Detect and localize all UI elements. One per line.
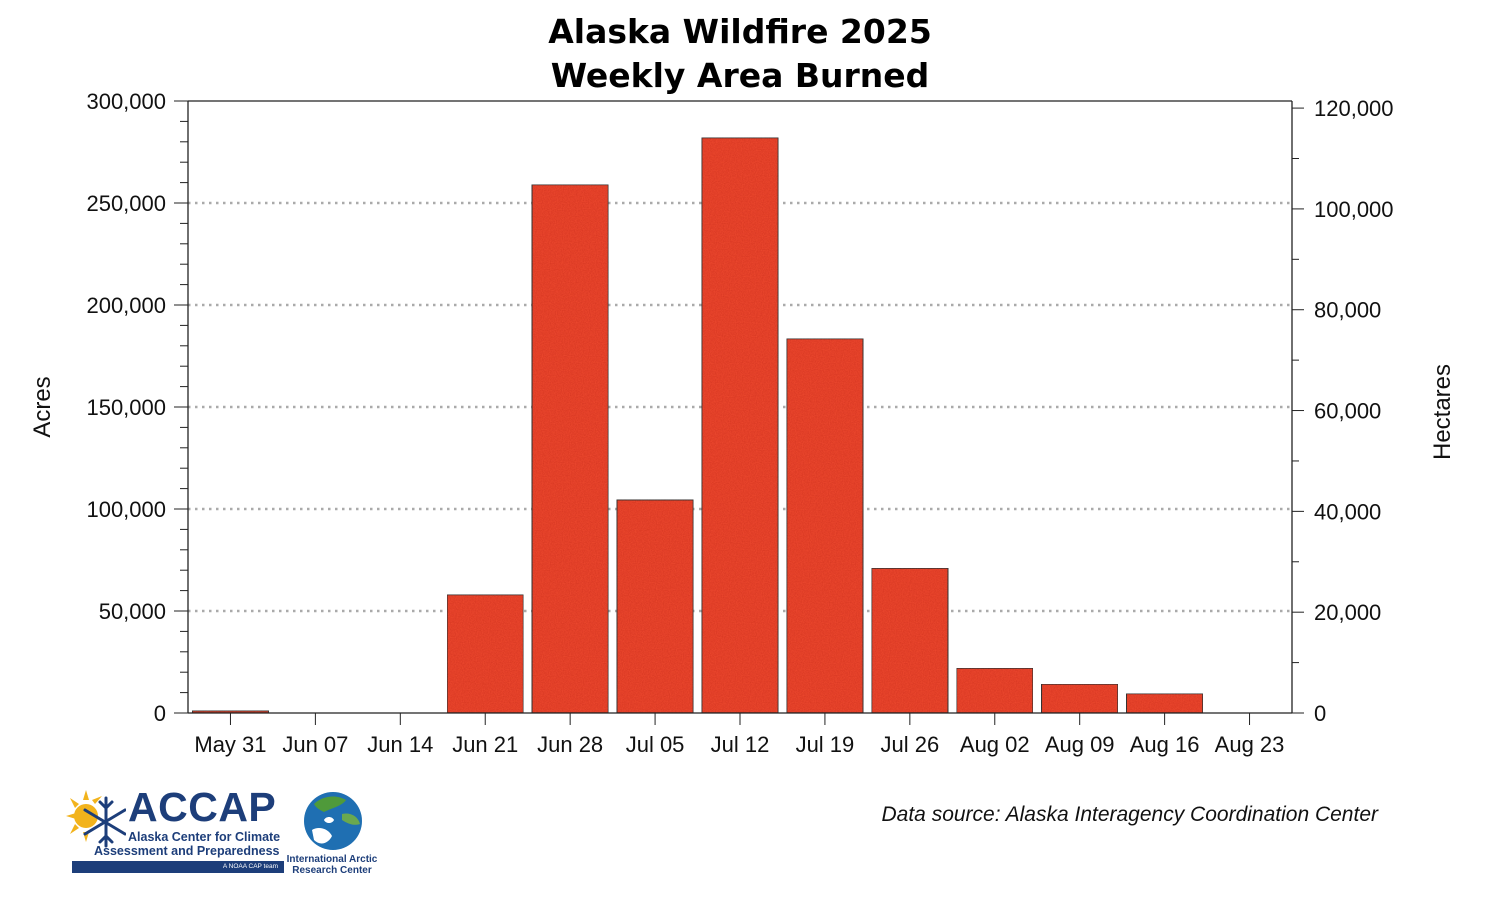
bar xyxy=(616,499,694,714)
y-tick-label-right: 20,000 xyxy=(1314,600,1381,625)
chart-subtitle: Weekly Area Burned xyxy=(550,56,930,95)
accap-logo-line2: Assessment and Preparedness xyxy=(94,844,280,858)
accap-logo: ACCAP Alaska Center for Climate Assessme… xyxy=(62,784,288,876)
bar xyxy=(1125,693,1204,714)
sun-snowflake-icon xyxy=(66,790,126,848)
x-tick-label: Jun 28 xyxy=(537,732,603,757)
x-tick-label: Aug 02 xyxy=(960,732,1030,757)
bars xyxy=(191,137,1289,714)
x-tick-label: Jul 26 xyxy=(880,732,939,757)
chart-title: Alaska Wildfire 2025 xyxy=(548,12,932,51)
axes: 0 50,000 100,000 150,000 200,000 250,000 300,0… xyxy=(86,89,1393,757)
x-tick-label: Jul 12 xyxy=(711,732,770,757)
y-tick-label-left: 100,000 xyxy=(86,497,166,522)
y-axis-title-left: Acres xyxy=(29,376,56,437)
iarc-logo: International Arctic Research Center xyxy=(284,790,384,880)
accap-logo-bar: A NOAA CAP team xyxy=(72,861,284,873)
accap-logo-line1: Alaska Center for Climate xyxy=(128,830,281,844)
y-tick-label-right: 80,000 xyxy=(1314,298,1381,323)
bar xyxy=(701,137,779,714)
y-tick-label-right: 60,000 xyxy=(1314,399,1381,424)
x-tick-label: Aug 09 xyxy=(1045,732,1115,757)
y-tick-label-left: 250,000 xyxy=(86,191,166,216)
accap-logo-tagline: A NOAA CAP team xyxy=(222,863,278,870)
bar xyxy=(786,338,864,714)
data-source-note: Data source: Alaska Interagency Coordina… xyxy=(881,803,1379,826)
bar xyxy=(446,594,525,714)
bar xyxy=(955,667,1034,714)
y-tick-label-right: 120,000 xyxy=(1314,96,1394,121)
y-tick-label-left: 0 xyxy=(154,701,166,726)
bar xyxy=(1040,683,1119,714)
x-tick-label: Jun 21 xyxy=(452,732,518,757)
x-tick-label: Aug 16 xyxy=(1130,732,1200,757)
bar xyxy=(531,184,609,714)
y-tick-label-left: 150,000 xyxy=(86,395,166,420)
x-tick-label: Jul 05 xyxy=(626,732,685,757)
y-tick-label-right: 100,000 xyxy=(1314,197,1394,222)
globe-icon xyxy=(304,792,362,850)
bar xyxy=(871,567,949,714)
gridlines xyxy=(188,201,1292,613)
x-tick-label: Jul 19 xyxy=(796,732,855,757)
y-tick-label-left: 50,000 xyxy=(99,599,166,624)
x-tick-label: Aug 23 xyxy=(1215,732,1285,757)
iarc-logo-text: International Arctic Research Center xyxy=(286,854,378,876)
y-tick-label-right: 0 xyxy=(1314,701,1326,726)
x-tick-label: Jun 07 xyxy=(282,732,348,757)
y-tick-label-right: 40,000 xyxy=(1314,499,1381,524)
x-tick-label: May 31 xyxy=(194,732,266,757)
x-tick-label: Jun 14 xyxy=(367,732,433,757)
y-tick-label-left: 200,000 xyxy=(86,293,166,318)
y-axis-title-right: Hectares xyxy=(1429,364,1456,460)
y-tick-label-left: 300,000 xyxy=(86,89,166,114)
accap-logo-wordmark: ACCAP xyxy=(128,784,277,830)
